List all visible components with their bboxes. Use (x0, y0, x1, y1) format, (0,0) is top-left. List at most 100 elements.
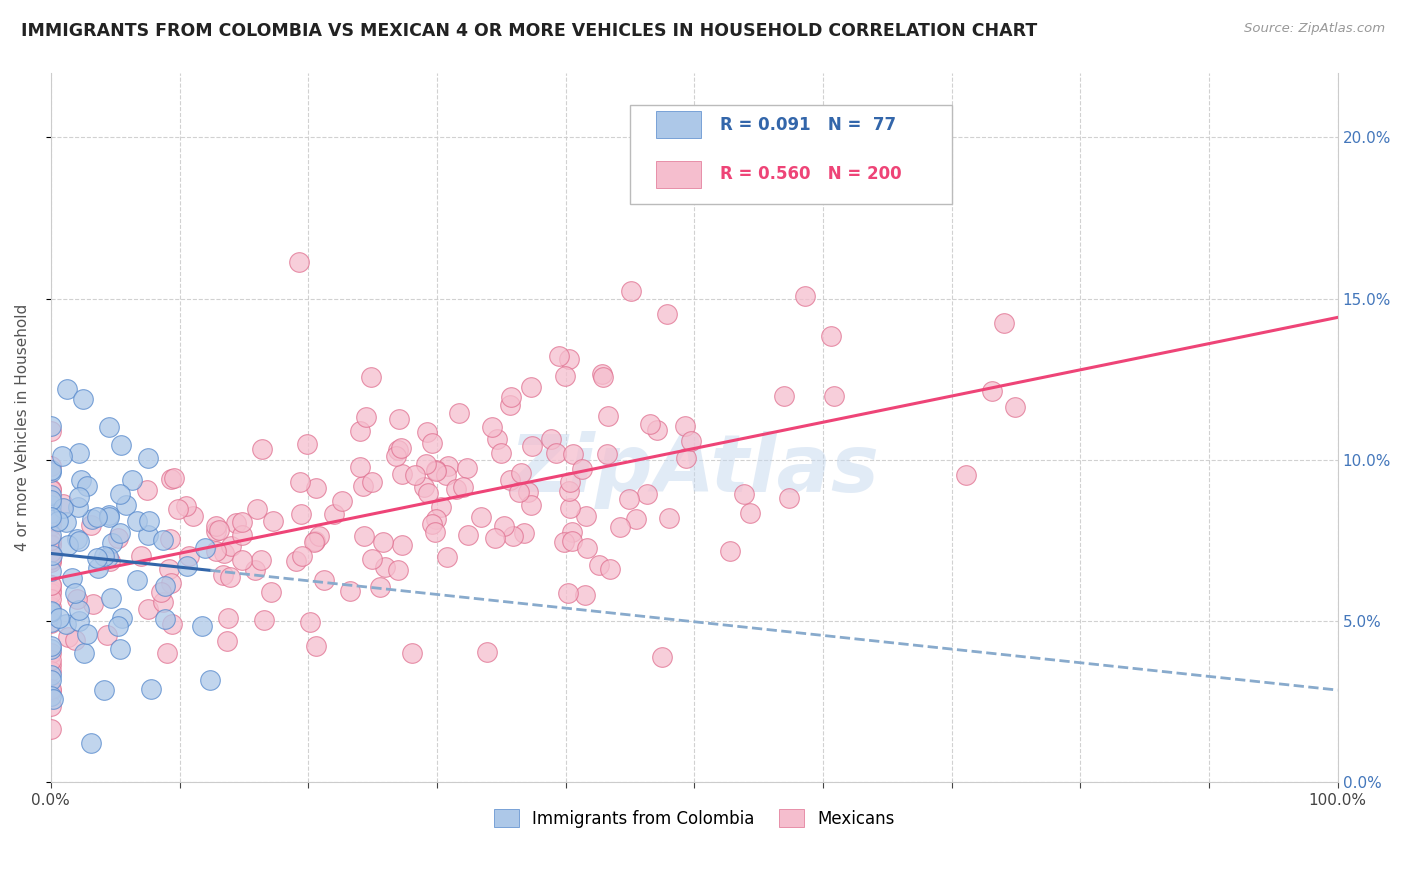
Point (231, 515, 253, 529)
Point (67, 534, 90, 549)
Y-axis label: 4 or more Vehicles in Household: 4 or more Vehicles in Household (15, 304, 30, 551)
Point (39, 699, 62, 714)
Point (98, 508, 121, 523)
Point (436, 459, 458, 474)
Point (39, 722, 62, 736)
Point (39, 537, 62, 551)
Point (39, 528, 62, 542)
Point (520, 380, 543, 394)
Point (136, 451, 159, 466)
Point (389, 442, 412, 456)
Point (39, 607, 62, 621)
Point (110, 438, 132, 452)
Point (591, 368, 613, 382)
Point (638, 417, 661, 431)
Point (596, 447, 619, 461)
Point (39, 510, 62, 524)
Point (391, 538, 413, 552)
Point (138, 515, 160, 529)
Point (152, 533, 174, 547)
Point (245, 564, 267, 578)
Point (339, 583, 361, 598)
Point (820, 329, 842, 343)
Point (39, 465, 62, 479)
Point (260, 585, 283, 599)
Point (575, 508, 598, 523)
Point (141, 681, 163, 696)
Point (401, 646, 423, 660)
Point (176, 558, 198, 573)
Point (63, 632, 86, 647)
Point (108, 642, 131, 657)
Point (793, 289, 815, 303)
Point (772, 389, 794, 403)
Point (423, 524, 446, 539)
Point (592, 370, 614, 384)
Point (79, 518, 101, 533)
Point (39, 642, 62, 657)
Point (160, 575, 183, 590)
Point (451, 480, 474, 494)
Point (620, 284, 643, 298)
Point (509, 466, 531, 480)
Point (181, 509, 204, 524)
Point (647, 423, 669, 437)
Point (86, 509, 108, 524)
Point (39, 605, 62, 619)
Point (58, 631, 80, 645)
Point (353, 529, 375, 543)
Point (212, 567, 235, 582)
Point (73, 646, 96, 660)
Point (778, 491, 800, 505)
Point (561, 533, 583, 548)
Point (617, 492, 640, 507)
Point (200, 673, 222, 687)
Point (67, 490, 90, 504)
Point (574, 588, 596, 602)
Point (205, 544, 228, 558)
Point (675, 450, 697, 465)
Point (308, 529, 330, 543)
Point (39, 657, 62, 672)
Point (39, 553, 62, 567)
Text: R = 0.560   N = 200: R = 0.560 N = 200 (720, 165, 901, 184)
Point (330, 494, 353, 508)
Point (290, 507, 312, 521)
Point (420, 435, 443, 450)
Point (823, 388, 845, 402)
Point (46, 514, 69, 528)
Point (354, 409, 377, 424)
Point (561, 447, 583, 461)
Point (557, 586, 579, 600)
Point (39, 552, 62, 566)
Point (153, 612, 176, 626)
Point (39, 673, 62, 687)
Point (412, 481, 434, 495)
Point (152, 595, 174, 609)
Point (447, 406, 470, 420)
Point (361, 475, 384, 489)
Point (430, 500, 453, 514)
Point (39, 483, 62, 497)
Text: ZipAtlas: ZipAtlas (509, 431, 879, 509)
Point (60, 571, 83, 585)
Point (93, 549, 115, 564)
Point (368, 580, 391, 594)
Point (69, 473, 91, 487)
Point (554, 369, 576, 384)
Bar (655, 112, 700, 138)
Point (993, 316, 1015, 330)
Point (513, 525, 536, 540)
Point (297, 436, 319, 450)
Point (63, 586, 86, 600)
Point (97, 510, 120, 524)
Point (673, 418, 696, 433)
Point (288, 475, 311, 490)
Point (58, 538, 80, 552)
Point (475, 645, 498, 659)
Point (457, 528, 479, 542)
Point (219, 569, 242, 583)
Point (108, 486, 131, 500)
Point (208, 523, 231, 537)
Point (194, 541, 217, 555)
